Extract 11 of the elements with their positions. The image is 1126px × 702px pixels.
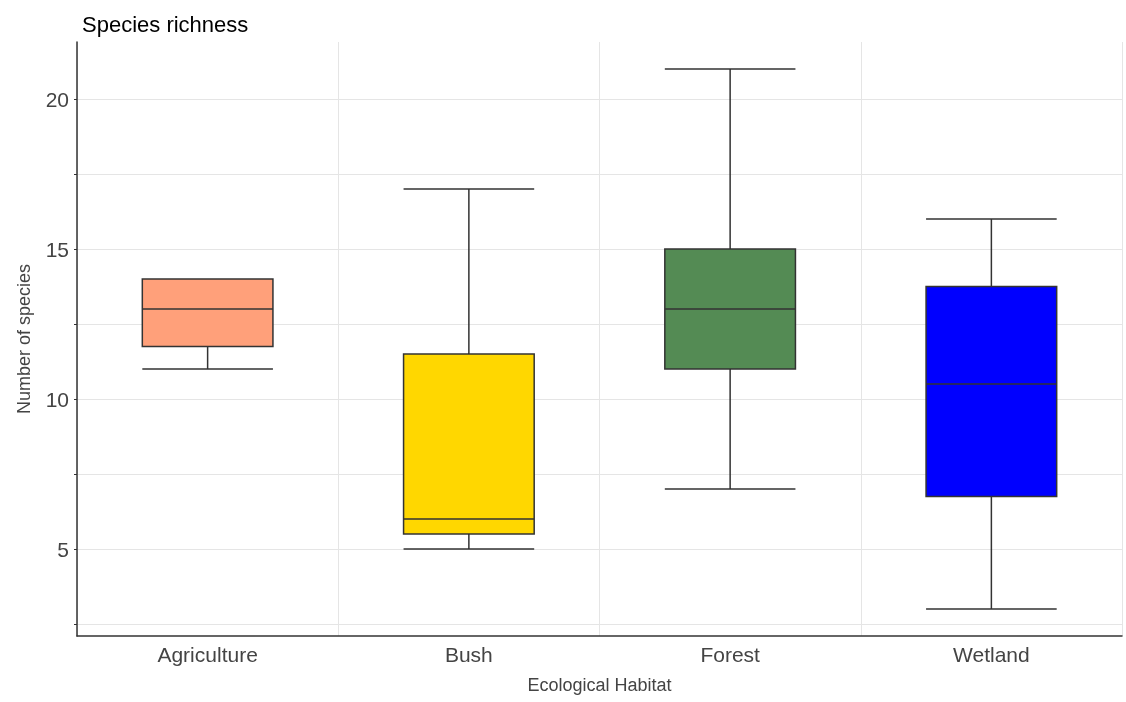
x-tick-label: Forest [700,643,761,666]
y-tick-label: 15 [45,237,69,261]
y-tick-label: 20 [45,87,69,111]
y-axis-title: Number of species [14,263,34,415]
x-axis-title: Ecological Habitat [527,675,672,695]
x-tick-label: Wetland [953,643,1030,666]
y-tick-label: 10 [45,387,69,411]
x-tick-label: Agriculture [157,643,258,666]
x-tick-label: Bush [444,643,493,666]
y-tick-label: 5 [57,537,69,561]
chart-title: Species richness [82,11,249,37]
